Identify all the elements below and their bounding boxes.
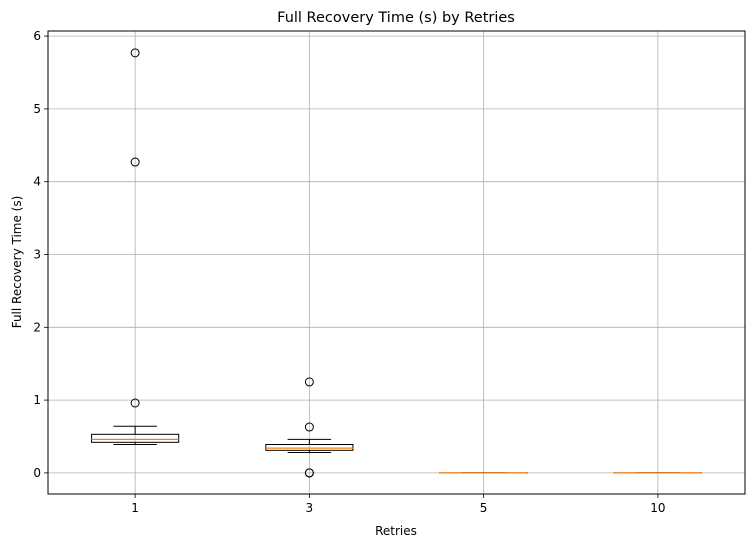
box-3 [265,377,354,478]
box-body [91,433,180,443]
y-tick-label: 4 [33,175,41,189]
box-series [91,48,702,478]
outlier-point [304,468,314,478]
y-tick-label: 2 [33,320,41,334]
y-tick-label: 6 [33,29,41,43]
outlier-point [130,157,140,167]
plot-frame [47,30,746,495]
y-tick-label: 1 [33,393,41,407]
outlier-point [130,398,140,408]
x-axis: 1 3 5 10 [131,494,666,515]
y-tick-label: 3 [33,247,41,261]
grid-lines [48,31,745,494]
outlier-point [304,377,314,387]
x-tick-label: 1 [131,501,139,515]
y-tick-label: 5 [33,102,41,116]
box-1 [91,48,180,445]
y-axis-label: Full Recovery Time (s) [10,196,24,329]
x-axis-label: Retries [375,524,417,538]
outlier-point [304,422,314,432]
y-tick-label: 0 [33,466,41,480]
chart-title: Full Recovery Time (s) by Retries [277,10,515,26]
x-tick-label: 5 [480,501,488,515]
outlier-point [130,48,140,58]
box-body [265,443,354,451]
y-axis: 0 1 2 3 4 5 6 [33,29,48,480]
x-tick-label: 3 [306,501,314,515]
x-tick-label: 10 [650,501,665,515]
